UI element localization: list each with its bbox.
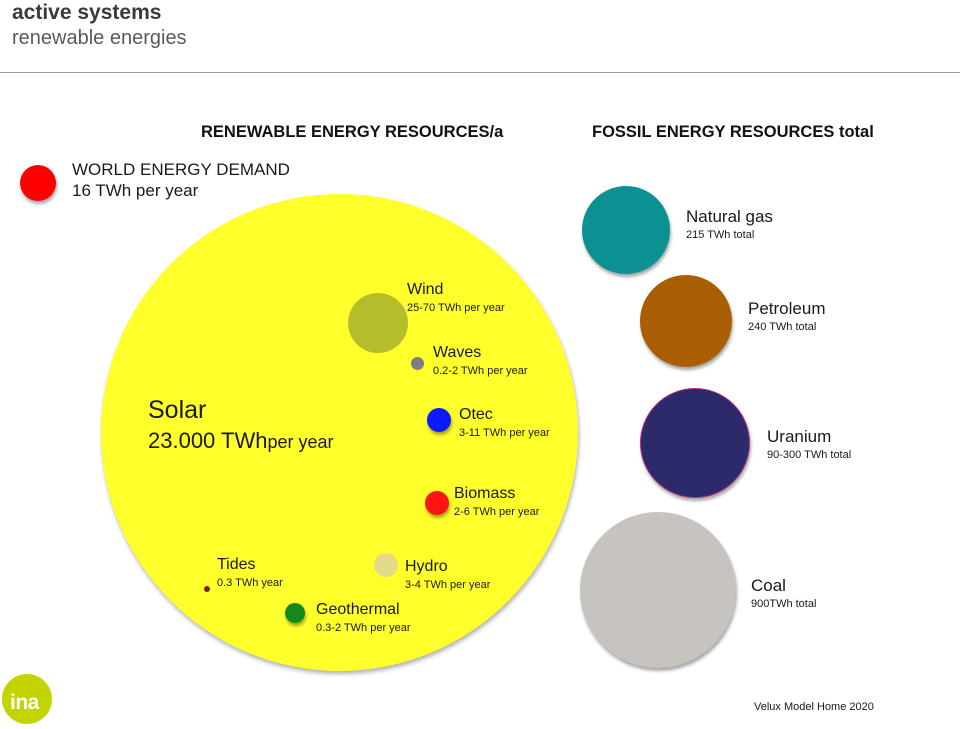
tides-name: Tides [217,556,256,573]
geothermal-name: Geothermal [316,601,400,618]
fossil-heading: FOSSIL ENERGY RESOURCES total [592,123,874,141]
demand-value: 16 TWh per year [72,181,199,200]
demand-label: WORLD ENERGY DEMAND 16 TWh per year [72,159,290,201]
tides-value: 0.3 TWh year [217,577,283,589]
otec-name: Otec [459,406,493,423]
geothermal-value: 0.3-2 TWh per year [316,622,411,634]
petroleum-value: 240 TWh total [748,321,817,333]
solar-value: 23.000 TWhper year [148,428,334,454]
tides-circle [204,586,210,592]
footer-credit: Velux Model Home 2020 [754,701,874,713]
demand-circle [20,165,56,201]
otec-circle [427,408,451,432]
natural-gas-circle [582,186,670,274]
coal-name: Coal [751,576,786,595]
solar-value-main: 23.000 TWh [148,428,268,453]
wind-name: Wind [407,281,444,298]
page-subtitle: renewable energies [12,27,187,49]
uranium-value: 90-300 TWh total [767,449,852,461]
header-divider [0,72,960,73]
otec-value: 3-11 TWh per year [459,427,550,439]
renewable-heading: RENEWABLE ENERGY RESOURCES/a [201,123,504,141]
demand-name: WORLD ENERGY DEMAND [72,160,290,179]
coal-value: 900TWh total [751,598,817,610]
hydro-name: Hydro [405,558,448,575]
wind-value: 25-70 TWh per year [407,302,505,314]
ina-logo-text: ina [10,691,39,714]
waves-value: 0.2-2 TWh per year [433,365,528,377]
hydro-value: 3-4 TWh per year [405,579,491,591]
biomass-circle [425,491,449,515]
ina-logo [2,674,52,724]
solar-circle [101,194,578,671]
waves-circle [411,357,424,370]
uranium-circle [640,388,750,498]
natural-gas-value: 215 TWh total [686,229,755,241]
biomass-name: Biomass [454,485,516,502]
waves-name: Waves [433,344,482,361]
biomass-value: 2-6 TWh per year [454,506,540,518]
solar-value-unit: per year [267,432,334,452]
coal-circle [580,512,736,668]
uranium-name: Uranium [767,427,832,446]
natural-gas-name: Natural gas [686,207,773,226]
wind-circle [348,293,408,353]
solar-name: Solar [148,396,207,424]
petroleum-circle [640,275,732,367]
petroleum-name: Petroleum [748,299,826,318]
hydro-circle [374,553,398,577]
geothermal-circle [285,603,305,623]
page-title: active systems [12,1,162,24]
